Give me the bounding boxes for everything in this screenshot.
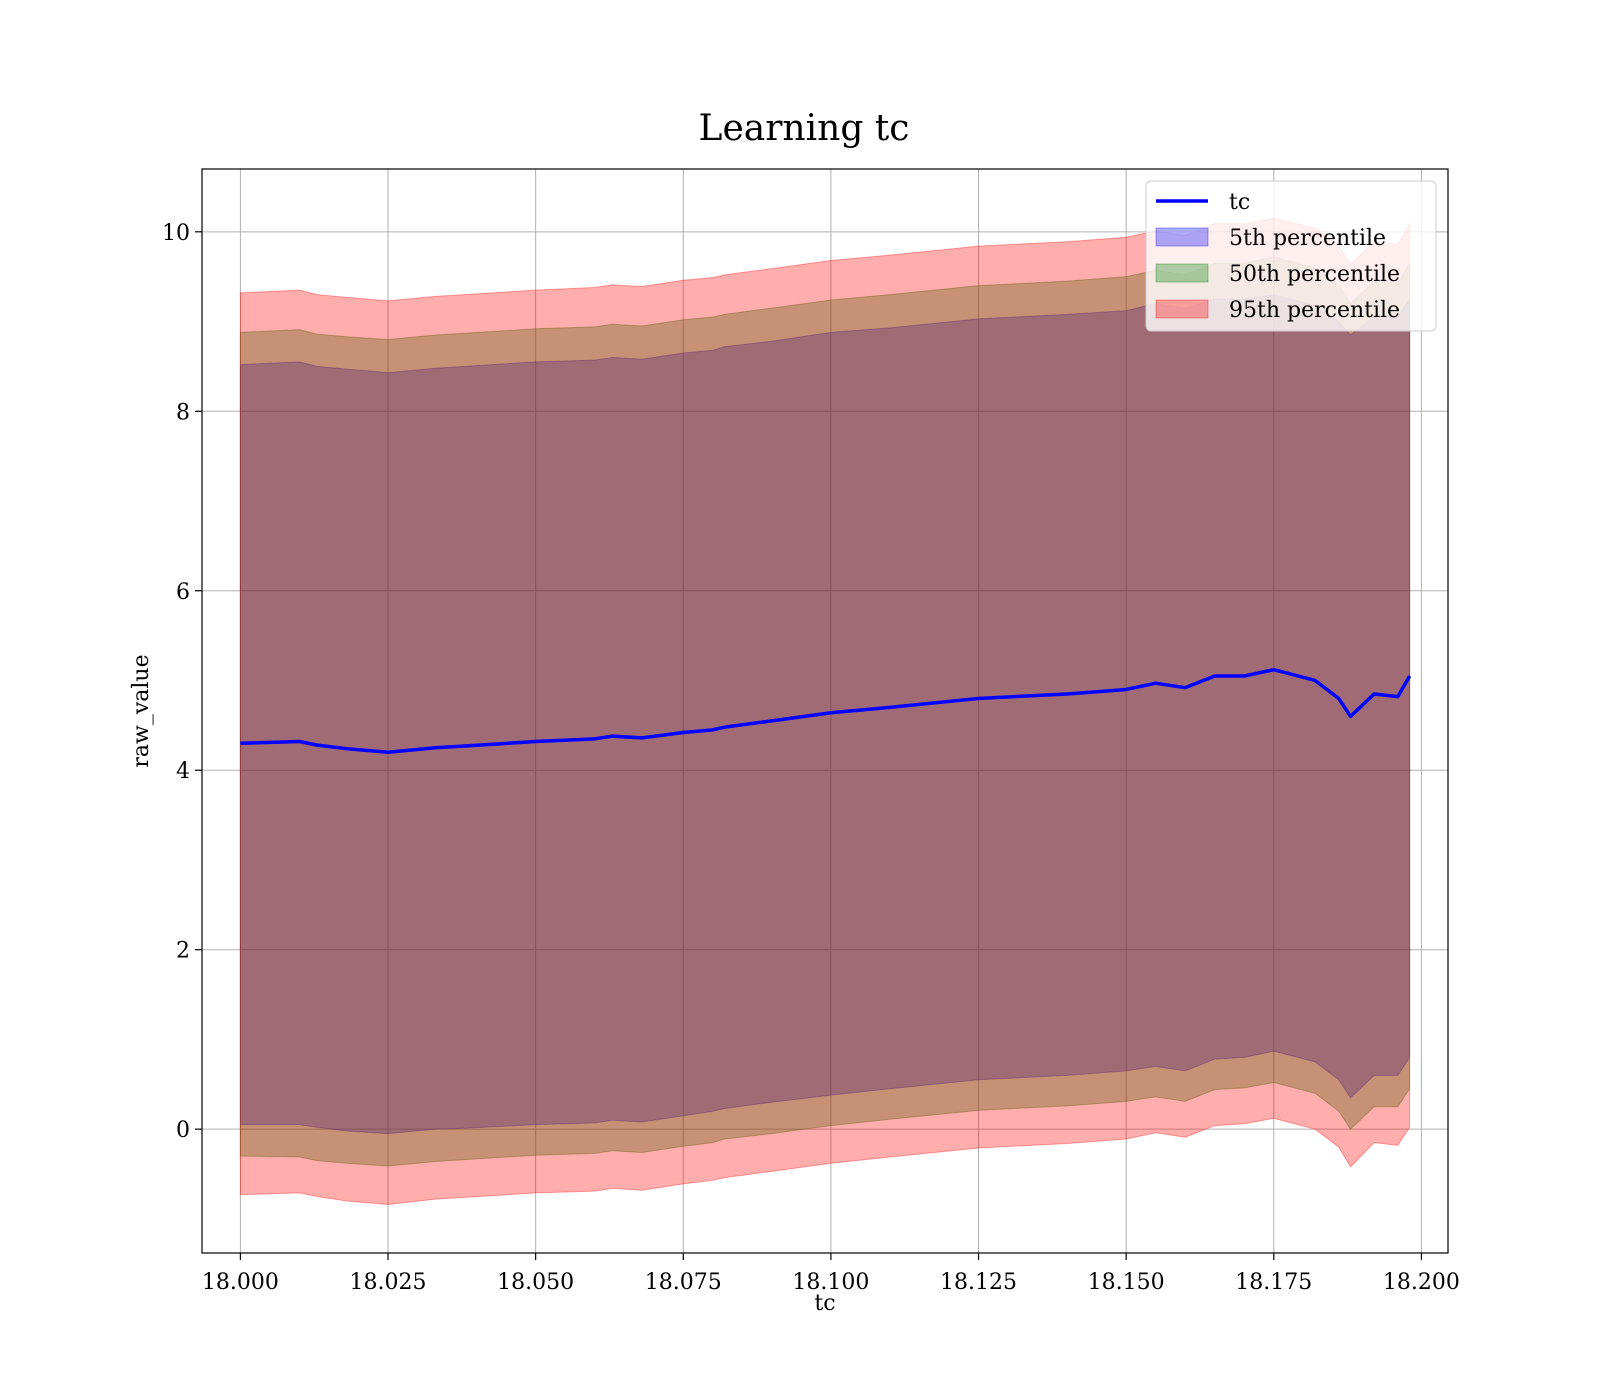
x-tick-label: 18.000 bbox=[202, 1270, 279, 1295]
series-lines bbox=[240, 667, 1412, 755]
legend-patch-swatch bbox=[1155, 263, 1209, 283]
legend-patch-swatch bbox=[1155, 299, 1209, 319]
x-tick-label: 18.125 bbox=[940, 1270, 1017, 1295]
y-tick-label: 4 bbox=[176, 759, 190, 784]
plot-frame bbox=[201, 168, 1449, 1254]
legend-label: 5th percentile bbox=[1229, 226, 1386, 251]
y-tick-label: 0 bbox=[176, 1118, 190, 1143]
percentile-bands bbox=[239, 217, 1411, 1206]
plot-area bbox=[202, 169, 1448, 1253]
legend: tc 5th percentile 50th percentile 95th perc… bbox=[1145, 180, 1437, 332]
y-tick-label: 10 bbox=[162, 221, 190, 246]
legend-label: 50th percentile bbox=[1229, 262, 1400, 287]
y-tick-label: 2 bbox=[176, 939, 190, 964]
band-95th-percentile bbox=[239, 217, 1411, 1206]
y-axis-ticks: 0 2 4 6 8 10 bbox=[162, 221, 202, 1143]
x-tick-label: 18.075 bbox=[645, 1270, 722, 1295]
grid-lines bbox=[202, 169, 1448, 1253]
legend-box bbox=[1145, 180, 1437, 332]
legend-patch-swatch bbox=[1155, 227, 1209, 247]
band-50th-percentile bbox=[239, 256, 1411, 1167]
x-tick-label: 18.025 bbox=[350, 1270, 427, 1295]
x-tick-label: 18.175 bbox=[1235, 1270, 1312, 1295]
x-tick-label: 18.200 bbox=[1383, 1270, 1460, 1295]
x-tick-label: 18.100 bbox=[792, 1270, 869, 1295]
legend-label: tc bbox=[1229, 190, 1250, 215]
x-tick-label: 18.050 bbox=[497, 1270, 574, 1295]
legend-label: 95th percentile bbox=[1229, 298, 1400, 323]
y-tick-label: 6 bbox=[176, 580, 190, 605]
x-axis-ticks: 18.000 18.025 18.050 18.075 18.100 18.125 18.1… bbox=[202, 1253, 1460, 1295]
y-tick-label: 8 bbox=[176, 400, 190, 425]
x-tick-label: 18.150 bbox=[1088, 1270, 1165, 1295]
x-axis-label: tc bbox=[814, 1291, 835, 1316]
y-axis-label: raw_value bbox=[129, 654, 154, 767]
series-line-tc bbox=[240, 667, 1412, 755]
chart-title: Learning tc bbox=[699, 108, 910, 149]
